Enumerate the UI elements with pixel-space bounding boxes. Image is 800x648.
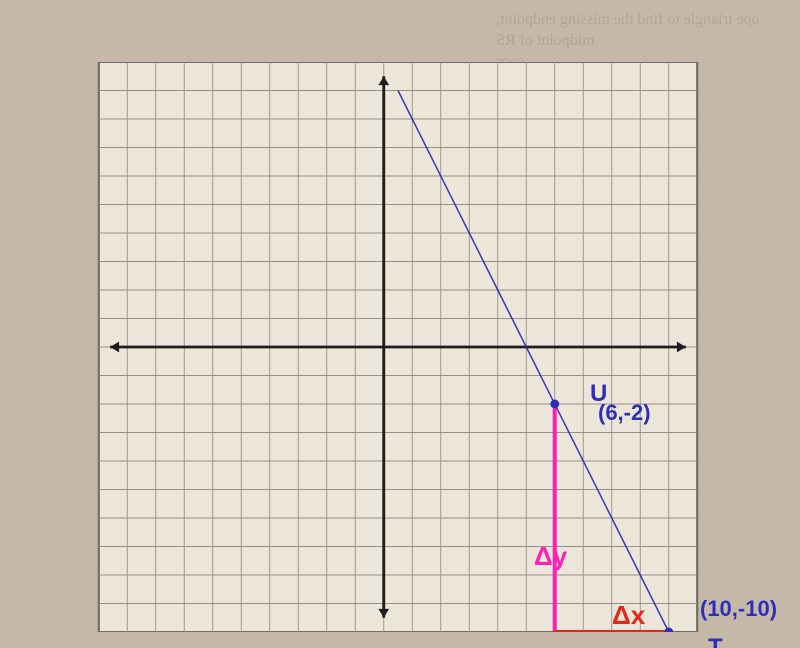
coord-label-U: (6,-2) bbox=[598, 400, 651, 426]
delta-y-label: Δy bbox=[534, 541, 567, 572]
ghost-line: midpoint of RS bbox=[496, 31, 760, 52]
point-label-T: T bbox=[708, 634, 723, 648]
page-root: ope triangle to find the missing endpoin… bbox=[0, 0, 800, 648]
coordinate-grid bbox=[62, 62, 734, 632]
ghost-line: ope triangle to find the missing endpoin… bbox=[496, 10, 760, 31]
delta-x-label: Δx bbox=[612, 600, 645, 631]
coord-label-T: (10,-10) bbox=[700, 596, 777, 622]
